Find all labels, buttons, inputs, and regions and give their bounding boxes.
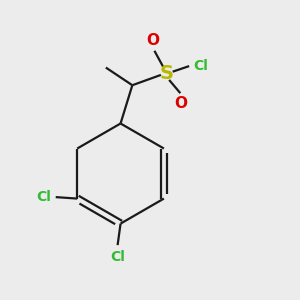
Text: O: O	[174, 96, 188, 111]
Text: Cl: Cl	[110, 250, 125, 264]
Text: Cl: Cl	[194, 59, 208, 73]
Text: S: S	[159, 64, 173, 83]
Text: Cl: Cl	[37, 190, 51, 204]
Text: O: O	[146, 33, 159, 48]
